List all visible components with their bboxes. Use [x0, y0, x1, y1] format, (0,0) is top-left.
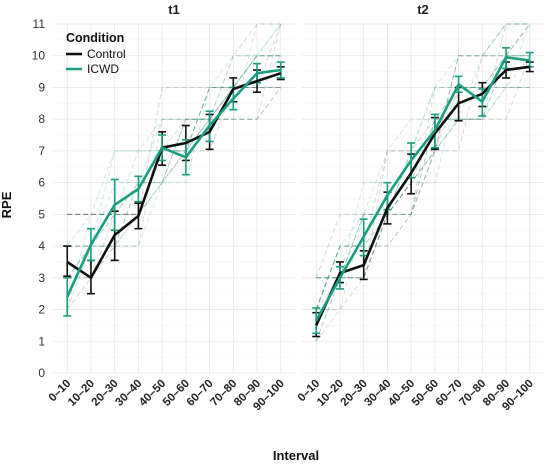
y-tick-label: 6: [38, 176, 45, 190]
individual-trace-control: [315, 23, 531, 278]
error-bars-icwd: [312, 46, 534, 335]
individual-trace-control: [67, 55, 281, 215]
y-axis: 0 1 2 3 4 5 6 7 8 9 10 11: [32, 17, 46, 380]
individual-trace-icwd: [315, 55, 530, 310]
individual-trace-icwd: [66, 23, 281, 279]
panel-t1: t1 0–1010–2020–3030–4040–5050–6060–7070–8…: [47, 2, 295, 413]
x-axis-title: Interval: [273, 448, 319, 463]
y-tick-label: 0: [38, 366, 45, 380]
individual-trace-icwd: [315, 23, 530, 342]
y-tick-label: 11: [33, 17, 46, 31]
individual-trace-icwd: [316, 23, 531, 279]
individual-trace-icwd: [66, 23, 282, 310]
legend-label-icwd: ICWD: [87, 62, 119, 76]
individual-trace-icwd: [316, 55, 530, 279]
individual-trace-control: [316, 23, 531, 279]
legend-title: Condition: [66, 31, 124, 45]
individual-trace-control: [66, 23, 282, 310]
y-tick-label: 4: [38, 239, 45, 253]
y-axis-title: RPE: [0, 191, 14, 218]
individual-trace-icwd: [66, 23, 282, 247]
y-tick-label: 7: [38, 144, 45, 158]
legend-label-control: Control: [87, 47, 126, 61]
individual-trace-control: [315, 55, 531, 310]
y-tick-label: 10: [32, 49, 46, 63]
x-axis: 0–1010–2020–3030–4040–5050–6060–7070–808…: [296, 378, 536, 414]
panel-title: t2: [417, 2, 429, 17]
individual-trace-icwd: [67, 55, 281, 279]
error-bars-control: [63, 66, 285, 295]
individual-trace-icwd: [66, 55, 281, 279]
individual-trace-control: [315, 55, 530, 342]
y-tick-label: 9: [38, 80, 45, 94]
grid: [53, 23, 295, 374]
individual-trace-icwd: [67, 87, 282, 247]
individual-trace-control: [67, 87, 282, 215]
series-line-control: [66, 71, 282, 280]
individual-trace-control: [315, 23, 530, 310]
series-line-icwd: [66, 68, 281, 298]
series-line-icwd: [315, 55, 530, 322]
individual-trace-icwd: [66, 55, 281, 279]
individual-trace-icwd: [315, 23, 530, 342]
x-axis: 0–1010–2020–3030–4040–5050–6060–7070–808…: [47, 378, 287, 414]
individual-trace-control: [316, 87, 530, 279]
panel-t2: t2 0–1010–2020–3030–4040–5050–6060–7070–8…: [296, 2, 544, 413]
individual-trace-control: [67, 23, 281, 279]
grid: [302, 23, 544, 374]
individual-trace-control: [67, 23, 282, 215]
individual-trace-control: [67, 55, 281, 215]
individual-traces: [315, 23, 531, 342]
panels-layer: t1 0–1010–2020–3030–4040–5050–6060–7070–8…: [47, 2, 544, 413]
y-tick-label: 3: [38, 271, 45, 285]
y-tick-label: 5: [38, 207, 45, 221]
individual-trace-icwd: [315, 87, 530, 310]
individual-trace-icwd: [315, 55, 531, 310]
y-tick-label: 2: [38, 303, 45, 317]
legend: Condition Control ICWD: [66, 31, 126, 76]
panel-title: t1: [168, 2, 180, 17]
y-tick-label: 1: [38, 334, 45, 348]
y-tick-label: 8: [38, 112, 45, 126]
series-line-control: [315, 65, 530, 326]
